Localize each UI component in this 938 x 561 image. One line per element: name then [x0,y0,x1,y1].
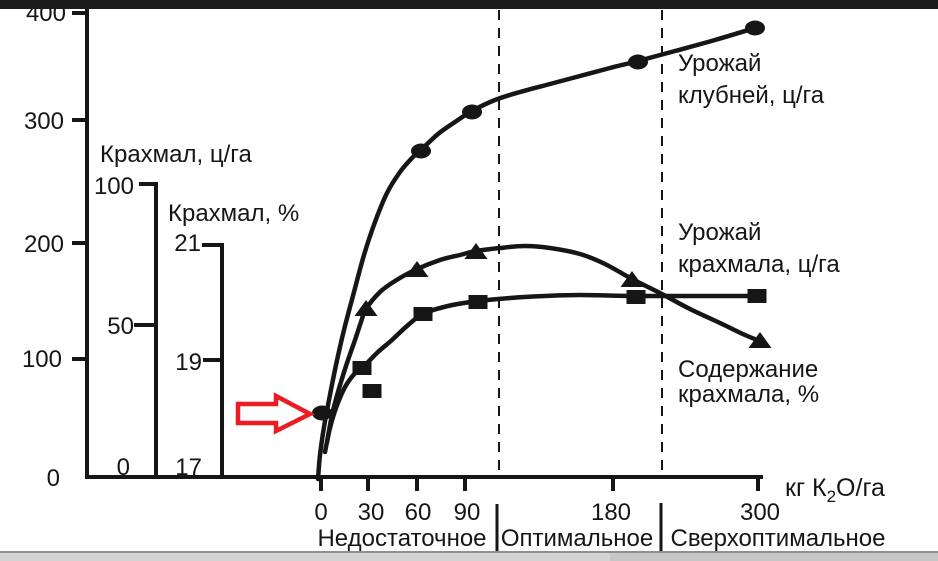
series-label-starch-content-line1: Содержание [678,356,818,383]
marker-tuber-yield-point [745,20,765,36]
x-tick-label-60: 60 [405,499,432,526]
series-label-starch-yield-line2: крахмала, ц/га [678,251,840,278]
marker-tuber-yield-point [462,104,482,120]
marker-starch-content-point [748,332,772,348]
y2-tick-label-50: 50 [107,313,134,340]
bottom-bar-left [0,553,610,561]
y2-tick-label-0: 0 [117,454,130,481]
y3-axis-title: Крахмал, % [168,200,299,227]
y1-tick-label-300: 300 [24,108,64,135]
marker-starch-content-point [620,271,644,287]
x-tick-label-300: 300 [740,499,780,526]
series-label-tuber-yield-line2: клубней, ц/га [678,82,825,109]
y2-axis-title: Крахмал, ц/га [100,141,253,168]
zone-label-supraoptimal: Сверхоптимальное [670,525,885,552]
y1-tick-label-100: 100 [22,346,62,373]
x-tick-label-30: 30 [358,499,385,526]
marker-starch-yield-point [413,307,433,321]
y1-tick-label-200: 200 [24,231,64,258]
y1-tick-label-0: 0 [47,465,60,492]
zone-label-optimal: Оптимальное [501,525,653,552]
marker-starch-content-point [464,243,488,259]
series-label-starch-yield-line1: Урожай [678,219,761,246]
x-tick-label-180: 180 [591,499,631,526]
marker-starch-content-point [405,261,429,277]
marker-starch-yield-point [362,384,382,398]
series-label-starch-content-line2: крахмала, % [678,381,819,408]
marker-starch-yield-point [626,290,646,304]
top-bar [0,0,938,9]
x-tick-label-90: 90 [454,499,481,526]
zone-label-insufficient: Недостаточное [317,525,486,552]
marker-starch-yield-point [747,289,767,303]
x-axis-title: кг К2О/га [785,474,885,506]
series-label-tuber-yield-line1: Урожай [678,50,761,77]
bottom-bar-border [0,551,938,553]
marker-tuber-yield-point [411,143,431,159]
red-callout-arrow [235,392,315,435]
curve-starch-content [324,243,763,445]
marker-starch-content-point [354,300,378,316]
y3-tick-label-19: 19 [175,349,202,376]
y2-tick-label-100: 100 [94,173,134,200]
y3-tick-label-17: 17 [175,454,202,481]
marker-tuber-yield-point [312,405,332,421]
bottom-bar-right [610,553,938,561]
marker-starch-yield-point [468,295,488,309]
marker-starch-yield-point [352,361,372,375]
marker-tuber-yield-point [628,54,648,70]
y3-tick-label-21: 21 [174,230,201,257]
x-tick-label-0: 0 [314,499,327,526]
